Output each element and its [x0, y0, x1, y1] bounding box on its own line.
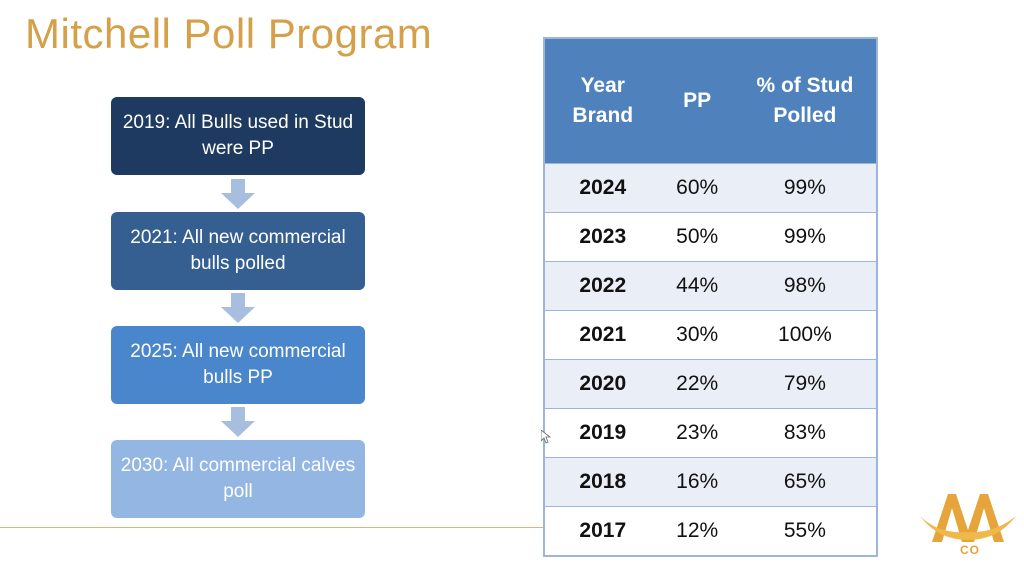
cell-year: 2022 [544, 261, 661, 311]
cell-polled: 55% [733, 506, 877, 556]
table-header-row: Year Brand PP % of Stud Polled [544, 38, 877, 164]
logo-co-label: CO [960, 543, 980, 557]
table-row: 2021 30% 100% [544, 310, 877, 360]
cell-year: 2019 [544, 408, 661, 458]
cell-polled: 98% [733, 261, 877, 311]
flow-step-2021: 2021: All new commercial bulls polled [111, 212, 365, 290]
cell-year: 2017 [544, 506, 661, 556]
header-year-brand: Year Brand [544, 38, 661, 164]
cell-polled: 99% [733, 163, 877, 213]
flow-step-2030: 2030: All commercial calves poll [111, 440, 365, 518]
flow-step-2019: 2019: All Bulls used in Stud were PP [111, 97, 365, 175]
cell-polled: 99% [733, 212, 877, 262]
cell-pp: 30% [660, 310, 734, 360]
table-row: 2017 12% 55% [544, 506, 877, 556]
cell-polled: 65% [733, 457, 877, 507]
table-row: 2020 22% 79% [544, 359, 877, 409]
slide-title: Mitchell Poll Program [25, 10, 433, 57]
header-stud-polled: % of Stud Polled [733, 38, 877, 164]
cell-year: 2023 [544, 212, 661, 262]
divider-line [0, 527, 543, 528]
table-row: 2022 44% 98% [544, 261, 877, 311]
down-arrow-icon [221, 293, 255, 323]
cell-pp: 44% [660, 261, 734, 311]
cell-year: 2018 [544, 457, 661, 507]
flow-step-2025: 2025: All new commercial bulls PP [111, 326, 365, 404]
cell-polled: 83% [733, 408, 877, 458]
header-year-brand-label: Year Brand [572, 74, 634, 127]
cell-polled: 79% [733, 359, 877, 409]
cell-pp: 22% [660, 359, 734, 409]
aaco-logo-icon [920, 494, 1016, 542]
cell-pp: 12% [660, 506, 734, 556]
cell-year: 2024 [544, 163, 661, 213]
table-row: 2024 60% 99% [544, 163, 877, 213]
header-stud-polled-label: % of Stud Polled [756, 74, 854, 127]
cell-pp: 50% [660, 212, 734, 262]
down-arrow-icon [221, 407, 255, 437]
down-arrow-icon [221, 179, 255, 209]
cell-pp: 16% [660, 457, 734, 507]
cell-pp: 23% [660, 408, 734, 458]
mouse-cursor-icon [541, 430, 551, 444]
table-row: 2019 23% 83% [544, 408, 877, 458]
brand-polled-table: Year Brand PP % of Stud Polled 2024 60% … [543, 37, 878, 557]
cell-year: 2021 [544, 310, 661, 360]
cell-polled: 100% [733, 310, 877, 360]
table-row: 2023 50% 99% [544, 212, 877, 262]
cell-year: 2020 [544, 359, 661, 409]
header-pp: PP [660, 38, 734, 164]
cell-pp: 60% [660, 163, 734, 213]
table-row: 2018 16% 65% [544, 457, 877, 507]
